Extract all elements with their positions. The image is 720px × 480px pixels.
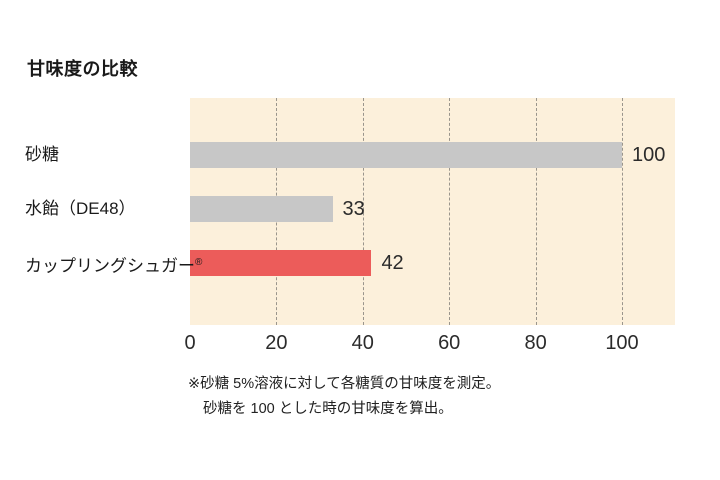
- bar-1: [190, 142, 622, 168]
- chart-title: 甘味度の比較: [27, 59, 138, 79]
- footnote: ※砂糖 5%溶液に対して各糖質の甘味度を測定。 砂糖を 100 とした時の甘味度…: [188, 372, 500, 422]
- tick-label-0: 0: [184, 332, 196, 354]
- value-label-2: 33: [342, 198, 365, 220]
- tick-label-40: 40: [351, 332, 374, 354]
- plot-area: [190, 98, 675, 325]
- category-label-1: 砂糖: [25, 145, 59, 164]
- footnote-line-1: ※砂糖 5%溶液に対して各糖質の甘味度を測定。: [188, 376, 501, 392]
- value-label-3: 42: [381, 252, 404, 274]
- gridline-100: [622, 98, 623, 325]
- gridline-80: [535, 98, 537, 325]
- category-label-2: 水飴（DE48）: [25, 199, 136, 218]
- bar-3: [190, 250, 372, 276]
- tick-label-80: 80: [524, 332, 547, 354]
- category-label-3: カップリングシュガー®: [25, 256, 203, 276]
- registered-mark: ®: [195, 257, 203, 268]
- tick-label-100: 100: [605, 332, 639, 354]
- footnote-line-2: 砂糖を 100 とした時の甘味度を算出。: [203, 401, 453, 417]
- tick-label-20: 20: [265, 332, 288, 354]
- gridline-60: [449, 98, 451, 325]
- tick-label-60: 60: [438, 332, 461, 354]
- bar-2: [190, 196, 333, 222]
- gridline-40: [362, 98, 364, 325]
- value-label-1: 100: [632, 144, 666, 166]
